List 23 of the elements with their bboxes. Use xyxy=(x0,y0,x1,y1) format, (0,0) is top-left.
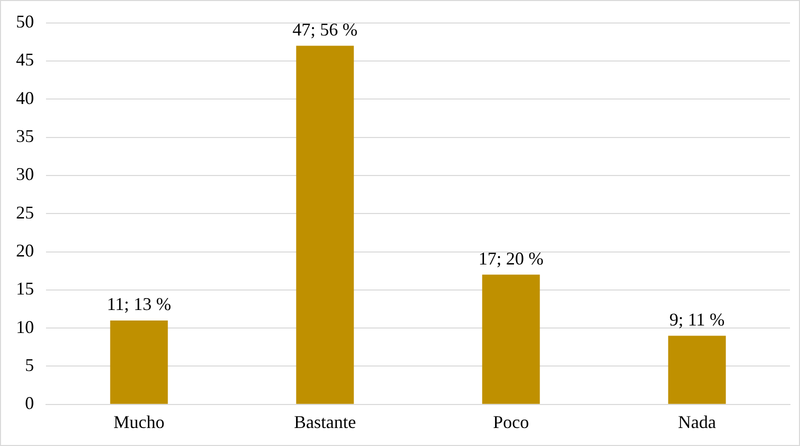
y-tick-label: 50 xyxy=(16,12,34,32)
x-tick-label: Poco xyxy=(493,412,529,432)
y-tick-label: 40 xyxy=(16,88,34,108)
y-tick-label: 25 xyxy=(16,202,34,222)
bar xyxy=(110,320,168,404)
data-label: 17; 20 % xyxy=(478,248,544,268)
bar xyxy=(482,274,540,404)
y-tick-label: 20 xyxy=(16,240,34,260)
data-label: 9; 11 % xyxy=(669,309,725,330)
y-tick-label: 10 xyxy=(16,316,34,337)
data-label: 47; 56 % xyxy=(292,19,358,40)
x-tick-label: Mucho xyxy=(114,412,164,432)
y-tick-label: 15 xyxy=(16,278,34,299)
y-tick-label: 0 xyxy=(25,393,34,414)
y-tick-label: 45 xyxy=(16,50,34,70)
x-tick-label: Nada xyxy=(678,412,716,432)
bar xyxy=(668,336,726,404)
y-tick-label: 30 xyxy=(16,164,34,184)
data-label: 11; 13 % xyxy=(106,294,172,314)
bar xyxy=(296,46,354,404)
y-tick-label: 5 xyxy=(25,354,34,375)
x-tick-label: Bastante xyxy=(294,412,356,432)
y-tick-label: 35 xyxy=(16,126,34,146)
